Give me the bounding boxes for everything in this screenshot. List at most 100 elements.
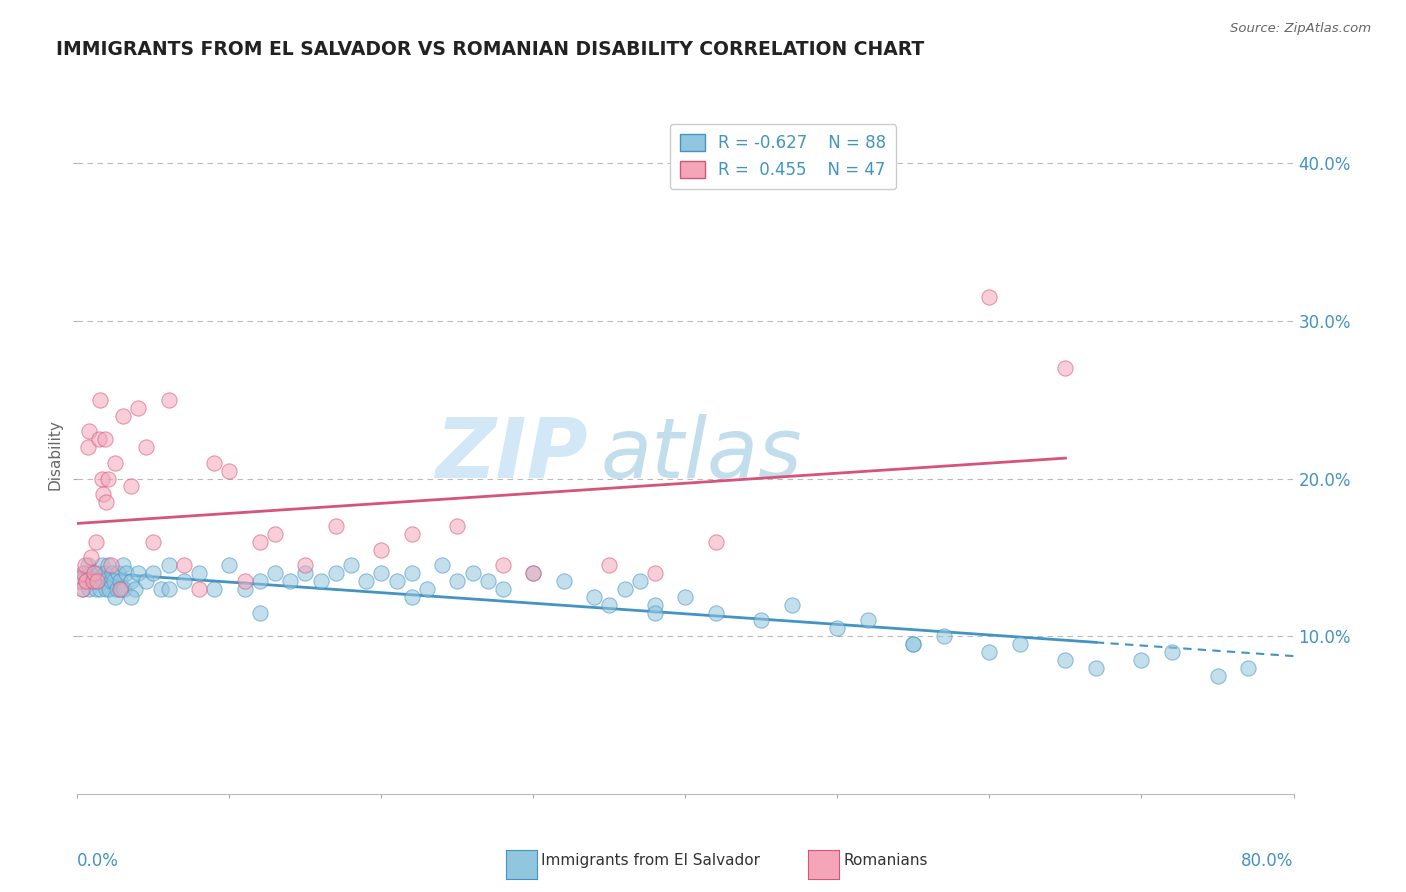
Text: Romanians: Romanians bbox=[844, 854, 928, 868]
Text: atlas: atlas bbox=[600, 415, 801, 495]
Point bbox=[233, 582, 256, 596]
Point bbox=[83, 566, 105, 581]
Point bbox=[1206, 668, 1229, 682]
Point bbox=[173, 574, 195, 588]
Point bbox=[446, 519, 468, 533]
Point bbox=[157, 558, 180, 573]
Point bbox=[77, 558, 100, 573]
Point bbox=[111, 409, 134, 423]
Point bbox=[401, 566, 423, 581]
Point bbox=[401, 526, 423, 541]
Point bbox=[69, 574, 91, 588]
Point bbox=[100, 558, 122, 573]
Point bbox=[97, 472, 120, 486]
Point bbox=[87, 566, 110, 581]
Point bbox=[84, 582, 107, 596]
Point bbox=[932, 629, 955, 643]
Point bbox=[90, 558, 112, 573]
Point bbox=[218, 464, 240, 478]
Point bbox=[70, 582, 93, 596]
Point bbox=[104, 590, 127, 604]
Point bbox=[202, 456, 225, 470]
Point bbox=[340, 558, 363, 573]
Point bbox=[93, 566, 115, 581]
Point bbox=[354, 574, 377, 588]
Point bbox=[75, 574, 97, 588]
Point bbox=[370, 566, 392, 581]
Point bbox=[704, 606, 727, 620]
Point bbox=[82, 574, 104, 588]
Point bbox=[157, 392, 180, 407]
Point bbox=[173, 558, 195, 573]
Point bbox=[82, 574, 104, 588]
Point bbox=[120, 590, 142, 604]
Point bbox=[827, 621, 849, 635]
Point bbox=[157, 582, 180, 596]
Point bbox=[100, 574, 122, 588]
Point bbox=[1130, 653, 1153, 667]
Point bbox=[127, 401, 149, 415]
Point bbox=[1237, 661, 1260, 675]
Point bbox=[188, 582, 211, 596]
Point bbox=[108, 574, 131, 588]
Point bbox=[249, 606, 271, 620]
Point bbox=[79, 582, 101, 596]
Point bbox=[598, 558, 620, 573]
Text: 80.0%: 80.0% bbox=[1241, 852, 1294, 870]
Point bbox=[96, 582, 118, 596]
Point bbox=[127, 566, 149, 581]
Point bbox=[89, 582, 111, 596]
Point bbox=[86, 574, 108, 588]
Point bbox=[120, 479, 142, 493]
Point bbox=[108, 582, 131, 596]
Point bbox=[249, 574, 271, 588]
Point bbox=[115, 566, 138, 581]
Point bbox=[93, 432, 115, 446]
Point bbox=[233, 574, 256, 588]
Point bbox=[385, 574, 408, 588]
Point bbox=[91, 487, 114, 501]
Text: IMMIGRANTS FROM EL SALVADOR VS ROMANIAN DISABILITY CORRELATION CHART: IMMIGRANTS FROM EL SALVADOR VS ROMANIAN … bbox=[56, 40, 925, 59]
Point bbox=[309, 574, 332, 588]
Point bbox=[105, 582, 128, 596]
Point bbox=[135, 574, 157, 588]
Point bbox=[120, 574, 142, 588]
Point bbox=[79, 424, 101, 438]
Point bbox=[114, 582, 136, 596]
Point bbox=[103, 574, 125, 588]
Point bbox=[370, 542, 392, 557]
Point bbox=[704, 534, 727, 549]
Point bbox=[492, 582, 515, 596]
Point bbox=[278, 574, 301, 588]
Point bbox=[416, 582, 439, 596]
Point bbox=[77, 440, 100, 454]
Point bbox=[644, 598, 666, 612]
Legend: R = -0.627    N = 88, R =  0.455    N = 47: R = -0.627 N = 88, R = 0.455 N = 47 bbox=[669, 124, 896, 189]
Point bbox=[613, 582, 636, 596]
Point bbox=[432, 558, 454, 573]
Point bbox=[124, 582, 146, 596]
Point bbox=[98, 582, 121, 596]
Point bbox=[294, 566, 316, 581]
Point bbox=[149, 582, 172, 596]
Point bbox=[979, 290, 1001, 304]
Point bbox=[903, 637, 925, 651]
Point bbox=[903, 637, 925, 651]
Point bbox=[86, 574, 108, 588]
Text: ZIP: ZIP bbox=[436, 415, 588, 495]
Point bbox=[780, 598, 803, 612]
Point bbox=[446, 574, 468, 588]
Point bbox=[598, 598, 620, 612]
Point bbox=[264, 526, 287, 541]
Point bbox=[70, 574, 93, 588]
Point bbox=[751, 614, 773, 628]
Point bbox=[90, 472, 112, 486]
Point bbox=[73, 558, 96, 573]
Point bbox=[110, 582, 132, 596]
Point bbox=[1161, 645, 1184, 659]
Point bbox=[75, 574, 97, 588]
Point bbox=[401, 590, 423, 604]
Point bbox=[325, 566, 347, 581]
Point bbox=[1008, 637, 1031, 651]
Text: Source: ZipAtlas.com: Source: ZipAtlas.com bbox=[1230, 22, 1371, 36]
